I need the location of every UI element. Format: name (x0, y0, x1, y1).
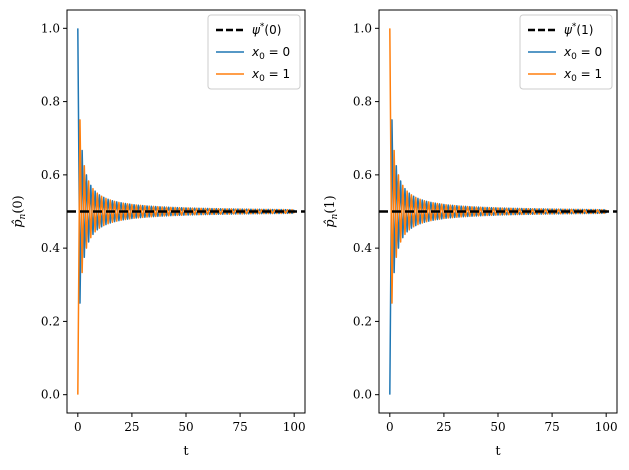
y-tick-label: 1.0 (41, 21, 60, 35)
y-label-main: p̂ (11, 219, 26, 228)
x-tick-label: 0 (74, 420, 82, 434)
y-tick-label: 0.6 (353, 168, 372, 182)
series-line-1 (389, 28, 607, 304)
y-tick-label: 0.4 (41, 241, 60, 255)
y-axis-label: p̂n(1) (323, 195, 340, 228)
legend-series-main: x (251, 45, 260, 59)
y-tick-label: 0.0 (41, 388, 60, 402)
series-line-1 (77, 119, 295, 395)
legend-series-sub: 0 (571, 74, 577, 84)
x-tick-label: 100 (283, 420, 306, 434)
legend-series-sub: 0 (259, 74, 265, 84)
legend-series-main: x (251, 67, 260, 81)
legend-ref-label: ψ*(1) (564, 22, 593, 37)
legend-series-label: x0 = 1 (251, 67, 290, 84)
y-tick-label: 0.4 (353, 241, 372, 255)
plot-area (389, 28, 607, 395)
y-tick-label: 0.6 (41, 168, 60, 182)
x-tick-label: 50 (178, 420, 193, 434)
legend-series-main: x (563, 67, 572, 81)
legend-ref-main: ψ (564, 23, 573, 37)
y-tick-label: 1.0 (353, 21, 372, 35)
x-tick-label: 0 (386, 420, 394, 434)
x-tick-label: 50 (490, 420, 505, 434)
y-label-sub: n (18, 213, 28, 219)
legend-series-main: x (563, 45, 572, 59)
x-tick-label: 25 (436, 420, 451, 434)
y-tick-label: 0.8 (41, 95, 60, 109)
x-tick-label: 25 (124, 420, 139, 434)
legend-series-rest: = 0 (577, 45, 602, 59)
legend-ref-arg: (1) (576, 23, 593, 37)
x-axis-label: t (495, 444, 501, 459)
legend-ref-sup: * (572, 22, 577, 32)
y-label-arg: (1) (323, 195, 338, 213)
x-tick-label: 75 (544, 420, 559, 434)
y-label-arg: (0) (11, 195, 26, 213)
y-tick-label: 0.2 (41, 314, 60, 328)
plot-area (77, 28, 295, 395)
y-tick-label: 0.0 (353, 388, 372, 402)
legend-ref-arg: (0) (264, 23, 281, 37)
y-tick-label: 0.8 (353, 95, 372, 109)
x-tick-label: 75 (232, 420, 247, 434)
legend-ref-sup: * (260, 22, 265, 32)
legend-series-rest: = 1 (265, 67, 290, 81)
x-axis-label: t (183, 444, 189, 459)
legend-ref-label: ψ*(0) (252, 22, 281, 37)
legend-series-sub: 0 (259, 52, 265, 62)
legend-series-rest: = 0 (265, 45, 290, 59)
legend-series-label: x0 = 0 (251, 45, 290, 62)
y-tick-label: 0.2 (353, 314, 372, 328)
legend-series-label: x0 = 0 (563, 45, 602, 62)
legend-series-rest: = 1 (577, 67, 602, 81)
x-tick-label: 100 (595, 420, 618, 434)
series-line-0 (389, 119, 607, 395)
chart-panel-0: 0 25 50 75 1000.00.20.40.60.81.0tp̂n(0)ψ*(0)… (11, 9, 306, 459)
legend-box (519, 14, 613, 90)
legend-series-label: x0 = 1 (563, 67, 602, 84)
legend-ref-main: ψ (252, 23, 261, 37)
y-label-sub: n (330, 213, 340, 219)
chart-panel-1: 0 25 50 75 1000.00.20.40.60.81.0tp̂n(1)ψ*(1)… (323, 9, 618, 459)
legend-box (207, 14, 301, 90)
y-label-main: p̂ (323, 219, 338, 228)
legend-series-sub: 0 (571, 52, 577, 62)
y-axis-label: p̂n(0) (11, 195, 28, 228)
